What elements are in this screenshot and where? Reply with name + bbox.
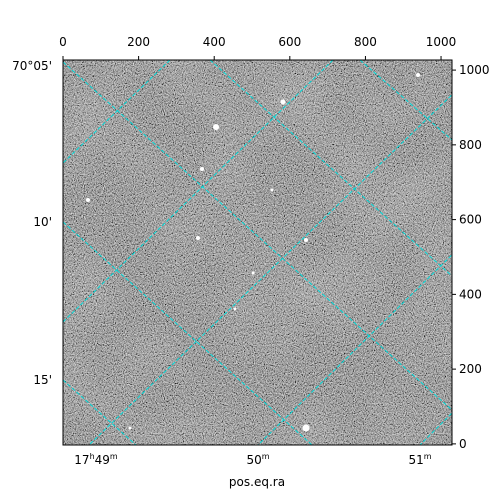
x-tick-label: 200: [127, 35, 150, 49]
dec-tick-label: 10': [33, 215, 52, 229]
ra-tick-label-part: 50: [246, 453, 261, 467]
y-tick-label: 200: [459, 362, 482, 376]
x-tick-label: 1000: [426, 35, 457, 49]
x-tick-label: 400: [203, 35, 226, 49]
ra-tick-label-part: h: [90, 452, 95, 461]
ra-tick-label: 51m: [408, 452, 431, 467]
stars: [86, 73, 420, 432]
ra-tick-label-part: m: [262, 452, 270, 461]
y-tick-label: 0: [459, 437, 467, 451]
coordinate-grid: [63, 60, 452, 445]
y-tick-label: 800: [459, 138, 482, 152]
ra-tick-label: 17h49m: [74, 452, 118, 467]
y-tick-label: 1000: [459, 63, 490, 77]
x-tick-label: 600: [278, 35, 301, 49]
ra-tick-label-part: m: [424, 452, 432, 461]
ra-tick-label-part: m: [110, 452, 118, 461]
y-tick-label: 400: [459, 287, 482, 301]
x-tick-label: 800: [354, 35, 377, 49]
ra-tick-label-part: 17: [74, 453, 89, 467]
ra-tick-label-part: 51: [408, 453, 423, 467]
dec-tick-label: 70°05': [12, 59, 52, 73]
frame: [62, 59, 453, 446]
x-tick-label: 0: [59, 35, 67, 49]
ra-tick-label: 50m: [246, 452, 269, 467]
image: [63, 60, 452, 445]
x-axis-label: pos.eq.ra: [229, 475, 285, 489]
ra-tick-label-part: 49: [95, 453, 110, 467]
dec-tick-label: 15': [33, 373, 52, 387]
y-tick-label: 600: [459, 213, 482, 227]
